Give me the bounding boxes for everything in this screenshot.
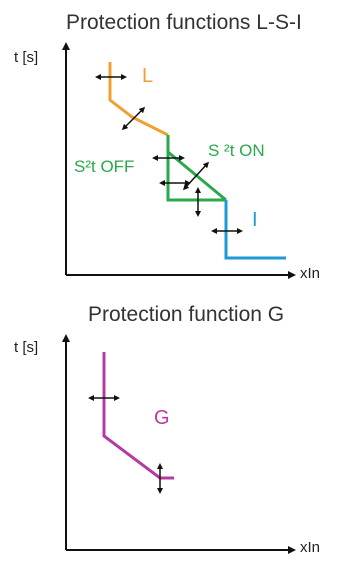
curve-label-l: L xyxy=(142,65,154,87)
top-y-axis-label: t [s] xyxy=(14,49,39,66)
curve-label-s-on: S ²t ON xyxy=(208,141,265,160)
g-curve xyxy=(102,352,174,480)
top-x-axis-label: xIn xyxy=(300,265,321,282)
curve-label-i: I xyxy=(252,209,258,231)
bottom-x-axis-label: xIn xyxy=(300,539,321,556)
bottom-panel-title: Protection function G xyxy=(88,303,285,326)
bidirectional-arrow-diagonal-icon xyxy=(182,161,210,191)
l-curve xyxy=(108,62,169,137)
bidirectional-arrow-diagonal-icon xyxy=(121,106,146,131)
s-off-curve xyxy=(166,135,226,202)
bottom-y-axis-label: t [s] xyxy=(14,339,39,356)
bottom-axes xyxy=(62,334,296,554)
top-panel-title: Protection functions L-S-I xyxy=(66,11,302,34)
curve-label-g: G xyxy=(154,407,170,429)
top-axes xyxy=(62,42,296,279)
i-curve xyxy=(224,200,286,260)
curve-label-s-off: S²t OFF xyxy=(74,157,135,176)
